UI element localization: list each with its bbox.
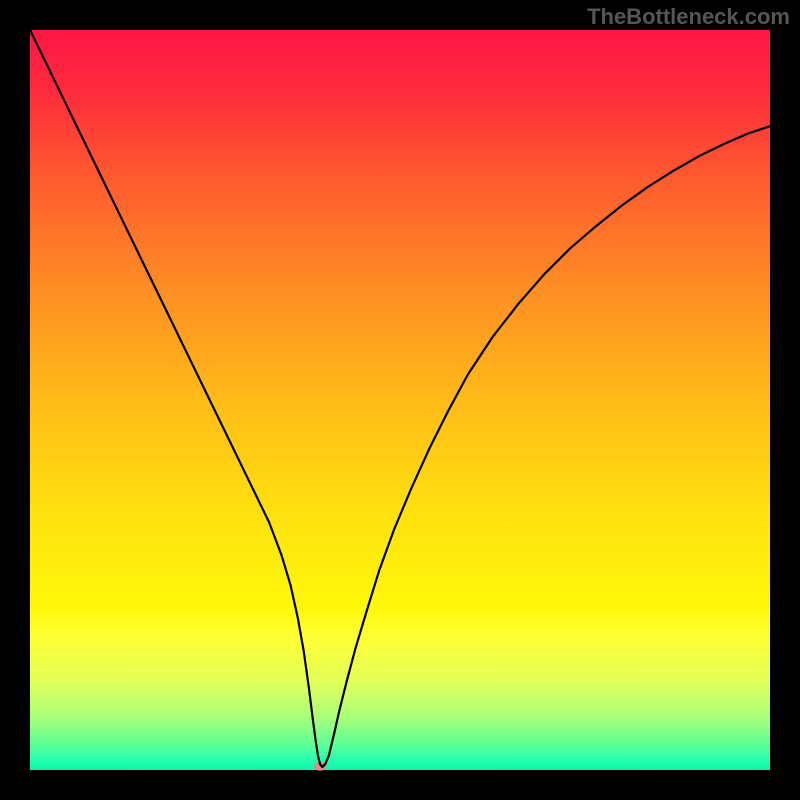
figure-container: TheBottleneck.com — [0, 0, 800, 800]
plot-area — [0, 0, 800, 800]
chart-background — [30, 30, 770, 770]
